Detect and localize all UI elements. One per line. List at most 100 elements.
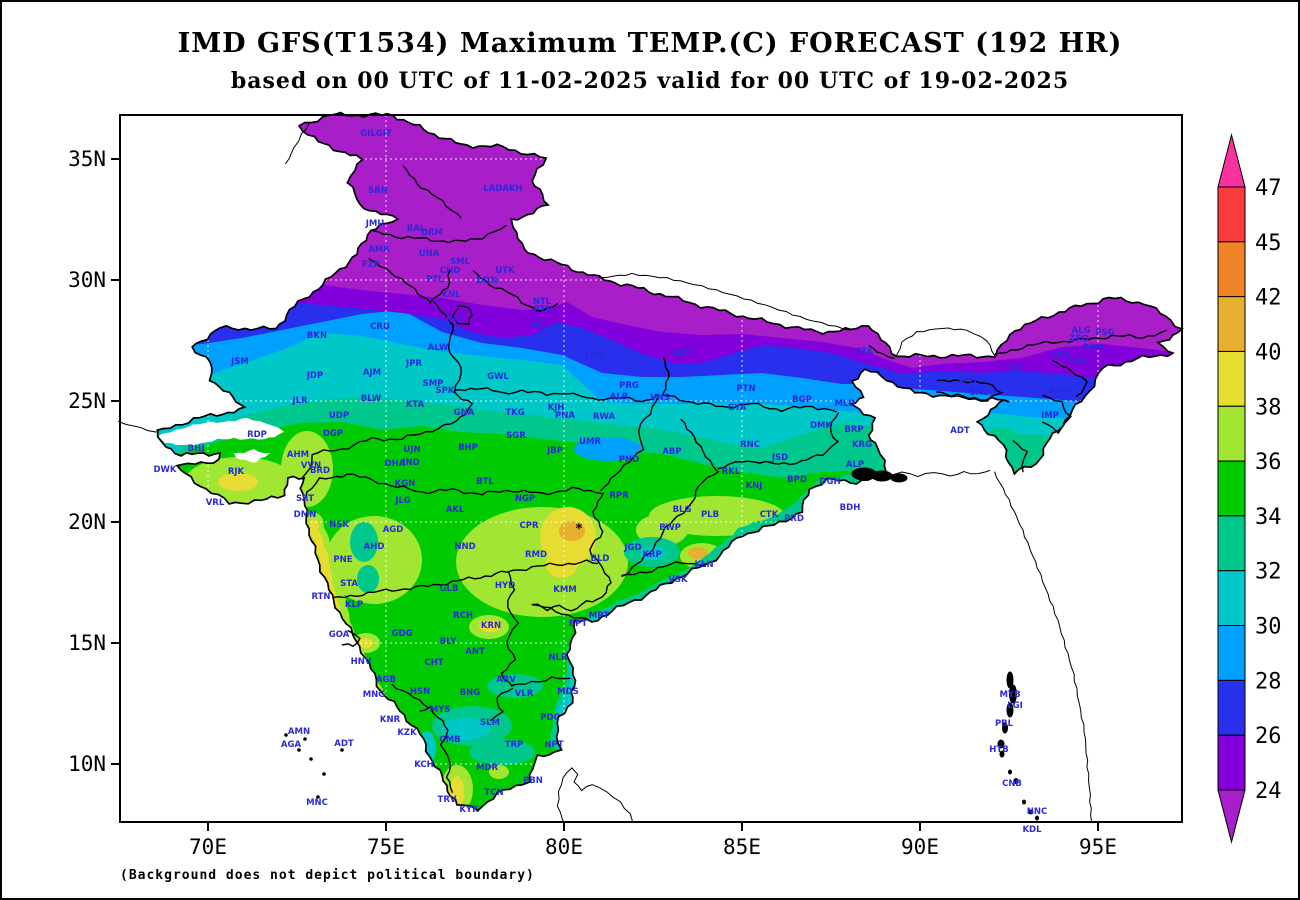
lat-tick-label: 35N (68, 147, 106, 171)
station-label: AGA (281, 740, 302, 750)
station-label: VLR (515, 689, 534, 699)
station-label: KHM (1049, 386, 1071, 396)
station-label: LADAKH (483, 184, 522, 194)
colorbar-segment (1217, 515, 1246, 572)
station-label: PNA (555, 411, 575, 421)
station-label: MPT (589, 611, 610, 621)
station-label: BHJ (188, 444, 205, 454)
page-title: IMD GFS(T1534) Maximum TEMP.(C) FORECAST… (177, 28, 1123, 59)
station-label: MYS (430, 705, 451, 715)
station-label: RCH (453, 611, 473, 621)
station-label: TCN (484, 788, 503, 798)
state-boundaries (301, 165, 1167, 793)
colorbar-tick-label: 38 (1255, 395, 1282, 420)
lat-tick-label: 15N (68, 631, 106, 655)
colorbar-arrow-top (1217, 133, 1246, 188)
station-label: ALG (1072, 326, 1091, 336)
station-label: PND (619, 455, 639, 465)
station-label: TZP (1005, 364, 1023, 374)
station-label: UTK (495, 266, 515, 276)
station-label: ALB (610, 392, 628, 402)
station-label: BKN (307, 331, 327, 341)
station-label: PRD (784, 514, 804, 524)
station-label: CHD (440, 266, 460, 276)
station-label: RPR (609, 491, 629, 501)
station-label: GOA (329, 630, 350, 640)
station-label: PRG (619, 381, 639, 391)
station-label: AGD (383, 525, 404, 535)
colorbar-segment (1217, 186, 1246, 243)
station-label: DDN (476, 276, 497, 286)
station-label: MDR (476, 763, 499, 773)
station-label: IMP (1041, 411, 1059, 421)
station-label: CMB (439, 735, 460, 745)
station-label: AJM (363, 368, 381, 378)
station-label: RWA (593, 412, 616, 422)
station-label: DGP (323, 429, 343, 439)
max-temp-marker: * (576, 522, 583, 537)
station-label: ALW (428, 343, 449, 353)
colorbar-segment (1217, 625, 1246, 681)
lat-tick-label: 20N (68, 510, 106, 534)
station-label: JSD (771, 453, 788, 463)
station-label: JDP (306, 371, 323, 381)
lat-tick-label: 10N (68, 752, 106, 776)
island (1008, 769, 1012, 775)
station-label: GHT (958, 375, 978, 385)
island (316, 795, 320, 799)
station-label: BPT (569, 619, 588, 629)
station-label: TKG (505, 408, 524, 418)
lat-tick-label: 30N (68, 268, 106, 292)
station-label: MLD (835, 399, 856, 409)
station-label: NTL (533, 297, 552, 307)
colorbar-segment (1217, 679, 1246, 736)
station-label: PTL (426, 275, 444, 285)
island (1013, 778, 1019, 784)
station-label: BPD (787, 475, 807, 485)
station-label: BWP (659, 523, 681, 533)
station-label: SGR (506, 431, 526, 441)
island (284, 733, 288, 737)
station-label: SRT (296, 494, 314, 504)
station-label: HSN (410, 687, 430, 697)
station-label: KNL (441, 290, 461, 300)
station-label: HTB (989, 745, 1008, 755)
colorbar-arrow-bottom (1217, 789, 1246, 844)
station-label: NLR (548, 653, 568, 663)
station-label: BDH (840, 503, 861, 513)
station-label: PDC (540, 713, 560, 723)
station-label: AHD (364, 542, 385, 552)
station-label: NNC (1027, 807, 1047, 817)
island (1009, 684, 1017, 704)
india-boundary (156, 111, 1184, 812)
station-label: RJK (228, 467, 245, 477)
colorbar-tick-label: 45 (1255, 231, 1282, 256)
station-label: ADT (334, 739, 354, 749)
station-label: JSM (230, 357, 249, 367)
station-label: DMK (810, 421, 833, 431)
station-label: PTN (736, 384, 755, 394)
colorbar-tick-label: 24 (1255, 779, 1282, 804)
station-label: IND (402, 458, 419, 468)
station-label: ABP (662, 447, 681, 457)
station-label: VNS (650, 393, 670, 403)
station-label: KRG (852, 440, 872, 450)
station-label: KLP (345, 600, 363, 610)
lat-tick-label: 25N (68, 389, 106, 413)
station-label: BAL (407, 224, 426, 234)
station-label: BLD (591, 554, 610, 564)
station-label: DWK (153, 465, 176, 475)
station-label: GYA (728, 403, 747, 413)
station-label: BHP (458, 443, 478, 453)
lon-tick-label: 70E (189, 835, 227, 859)
lon-tick-label: 90E (901, 835, 939, 859)
colorbar-segment (1217, 296, 1246, 352)
island (297, 748, 301, 752)
station-label: PNE (333, 555, 352, 565)
lon-tick-label: 80E (545, 835, 583, 859)
station-label: NSK (329, 520, 349, 530)
station-label: JGD (623, 543, 641, 553)
station-label: DLI (446, 315, 462, 325)
